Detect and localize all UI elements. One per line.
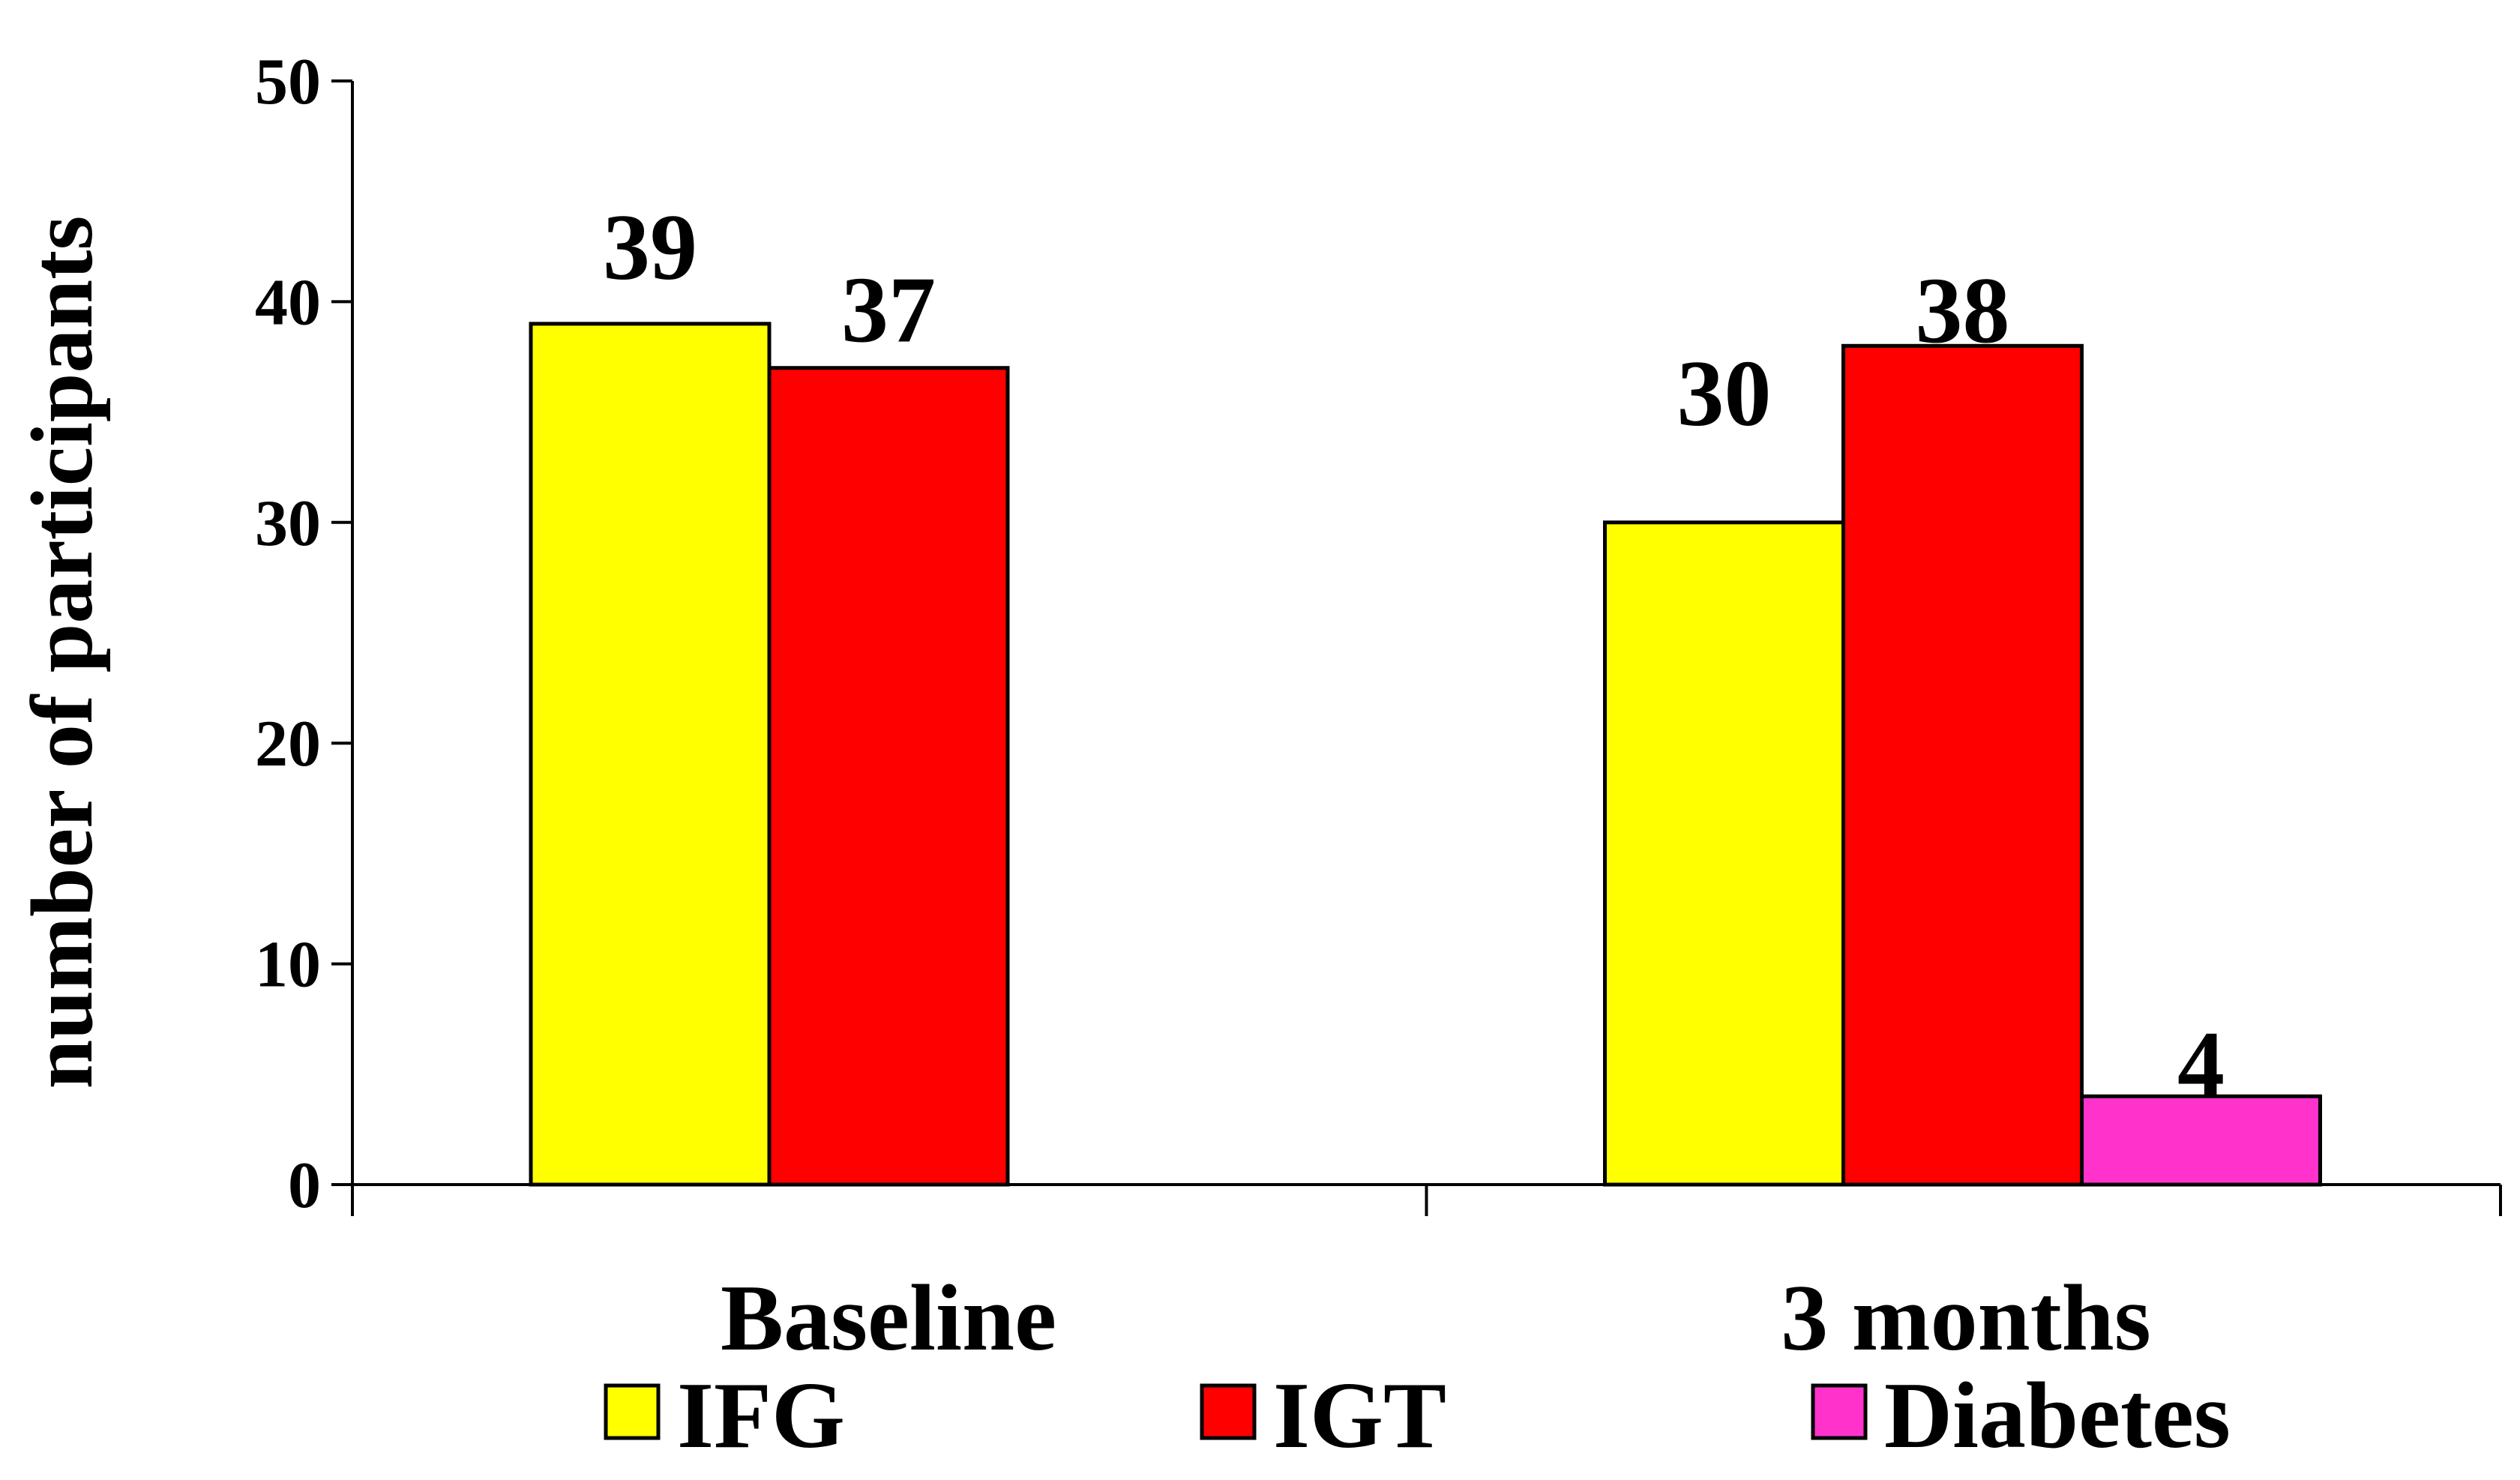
legend-label-igt: IGT (1273, 1364, 1446, 1468)
bar-diabetes-1 (2080, 1094, 2322, 1187)
y-tick-label: 20 (255, 708, 321, 780)
data-label-ifg-0: 39 (603, 196, 697, 300)
legend-swatch-igt (1200, 1383, 1257, 1440)
y-axis-title: number of participants (13, 216, 111, 1089)
y-tick-label: 10 (255, 929, 321, 1002)
y-tick-label: 50 (255, 46, 321, 118)
bars (529, 322, 2322, 1187)
x-category-label: Baseline (721, 1266, 1056, 1371)
bar-ifg-0 (529, 322, 772, 1187)
x-category-label: 3 months (1781, 1266, 2151, 1371)
data-labels: 39 37 30 38 4 (603, 196, 2225, 1117)
legend-swatch-ifg (604, 1383, 661, 1440)
data-label-diabetes-1: 4 (2177, 1013, 2225, 1117)
y-tick-label: 30 (255, 487, 321, 560)
data-label-ifg-1: 30 (1677, 342, 1772, 446)
legend-label-diabetes: Diabetes (1884, 1364, 2231, 1468)
data-label-igt-0: 37 (841, 259, 936, 363)
y-tick-label: 0 (288, 1149, 321, 1222)
bar-igt-0 (767, 366, 1010, 1187)
legend-swatch-diabetes (1811, 1383, 1868, 1440)
legend: IFG IGT Diabetes (604, 1364, 2231, 1468)
legend-label-ifg: IFG (677, 1364, 845, 1468)
bar-ifg-1 (1603, 520, 1845, 1187)
data-label-igt-1: 38 (1916, 259, 2010, 363)
y-tick-label: 40 (255, 266, 321, 339)
axes: 0 10 20 30 40 50 Baseline 3 months (255, 46, 2502, 1371)
bar-igt-1 (1841, 343, 2084, 1187)
